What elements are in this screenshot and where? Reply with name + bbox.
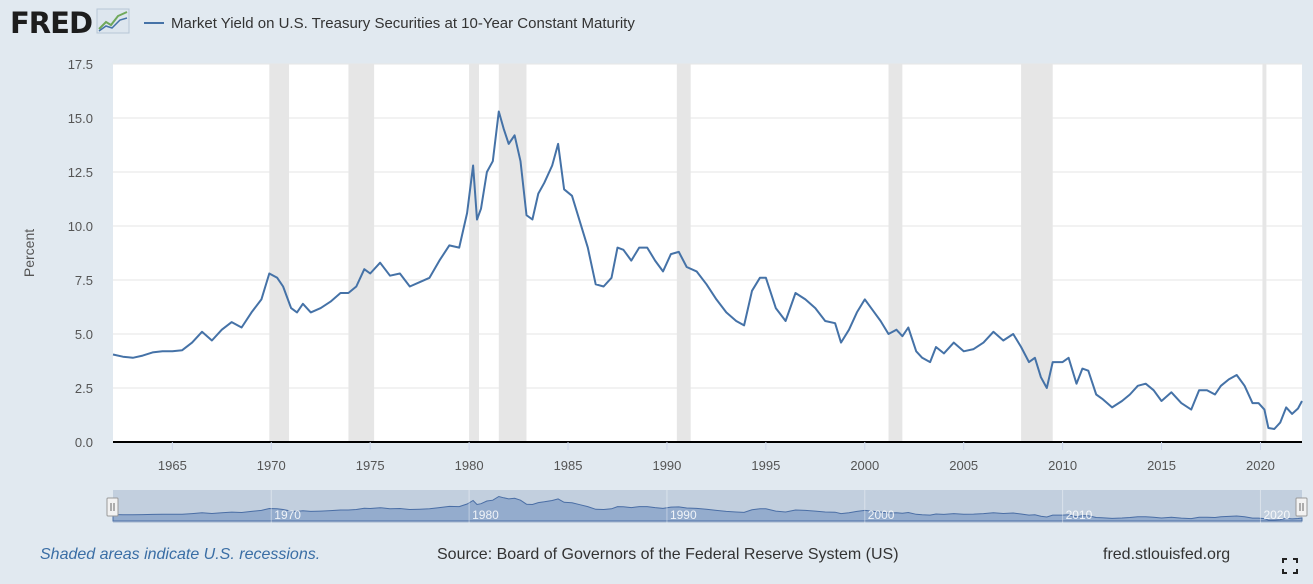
recession-band xyxy=(269,64,290,442)
recession-band xyxy=(498,64,527,442)
fullscreen-icon[interactable] xyxy=(1282,558,1298,574)
recession-band xyxy=(348,64,375,442)
recession-band xyxy=(469,64,479,442)
source-note: Source: Board of Governors of the Federa… xyxy=(437,546,899,563)
navigator-area xyxy=(112,495,1303,522)
x-tick-label: 2000 xyxy=(850,458,879,473)
site-link[interactable]: fred.stlouisfed.org xyxy=(1103,546,1231,563)
fred-logo[interactable]: FRED xyxy=(10,6,130,40)
x-tick-label: 2010 xyxy=(1048,458,1077,473)
y-tick-label: 12.5 xyxy=(68,165,93,180)
legend: Market Yield on U.S. Treasury Securities… xyxy=(144,15,635,32)
y-axis-label: Percent xyxy=(21,229,37,277)
x-tick-label: 1985 xyxy=(554,458,583,473)
x-tick-label: 1995 xyxy=(751,458,780,473)
range-handle-left[interactable] xyxy=(106,497,119,517)
x-tick-label: 2005 xyxy=(949,458,978,473)
recession-band xyxy=(676,64,691,442)
y-tick-label: 15.0 xyxy=(68,111,93,126)
recession-band xyxy=(1021,64,1053,442)
x-tick-label: 2020 xyxy=(1246,458,1275,473)
series-line xyxy=(112,110,1303,430)
range-navigator[interactable]: 1970 1980 1990 2000 2010 2020 xyxy=(106,490,1308,523)
x-tick-label: 1980 xyxy=(455,458,484,473)
y-tick-label: 0.0 xyxy=(75,435,93,450)
series-layer xyxy=(112,110,1303,430)
logo-wordmark: FRED xyxy=(10,6,93,40)
y-tick-label: 10.0 xyxy=(68,219,93,234)
y-tick-label: 7.5 xyxy=(75,273,93,288)
range-handle-right[interactable] xyxy=(1295,497,1308,517)
x-tick-label: 1990 xyxy=(652,458,681,473)
navigator-tick-label: 1980 xyxy=(472,508,499,522)
line-graph-icon xyxy=(96,8,130,39)
navigator-tick-label: 1970 xyxy=(274,508,301,522)
x-tick-label: 1965 xyxy=(158,458,187,473)
recession-band xyxy=(1262,64,1267,442)
y-tick-label: 17.5 xyxy=(68,57,93,72)
y-tick-label: 2.5 xyxy=(75,381,93,396)
navigator-tick-label: 2020 xyxy=(1263,508,1290,522)
gridlines xyxy=(113,63,1302,389)
y-axis-ticks: 0.0 2.5 5.0 7.5 10.0 12.5 15.0 17.5 xyxy=(68,57,93,450)
chart-header: FRED Market Yield on U.S. Treasury Secur… xyxy=(10,6,635,40)
x-tick-label: 1970 xyxy=(257,458,286,473)
navigator-series xyxy=(112,495,1303,522)
navigator-tick-label: 2000 xyxy=(868,508,895,522)
navigator-ticks: 1970 1980 1990 2000 2010 2020 xyxy=(270,490,1290,523)
navigator-tick-label: 2010 xyxy=(1066,508,1093,522)
x-tick-label: 1975 xyxy=(356,458,385,473)
x-axis-ticks: 1965 1970 1975 1980 1985 1990 1995 2000 2005 2010… xyxy=(158,442,1275,473)
legend-series-label: Market Yield on U.S. Treasury Securities… xyxy=(171,14,635,32)
x-tick-label: 2015 xyxy=(1147,458,1176,473)
plot-background xyxy=(113,64,1302,442)
navigator-tick-label: 1990 xyxy=(670,508,697,522)
recession-note: Shaded areas indicate U.S. recessions. xyxy=(40,546,321,563)
legend-swatch xyxy=(144,22,165,24)
y-tick-label: 5.0 xyxy=(75,327,93,342)
recession-band xyxy=(888,64,903,442)
